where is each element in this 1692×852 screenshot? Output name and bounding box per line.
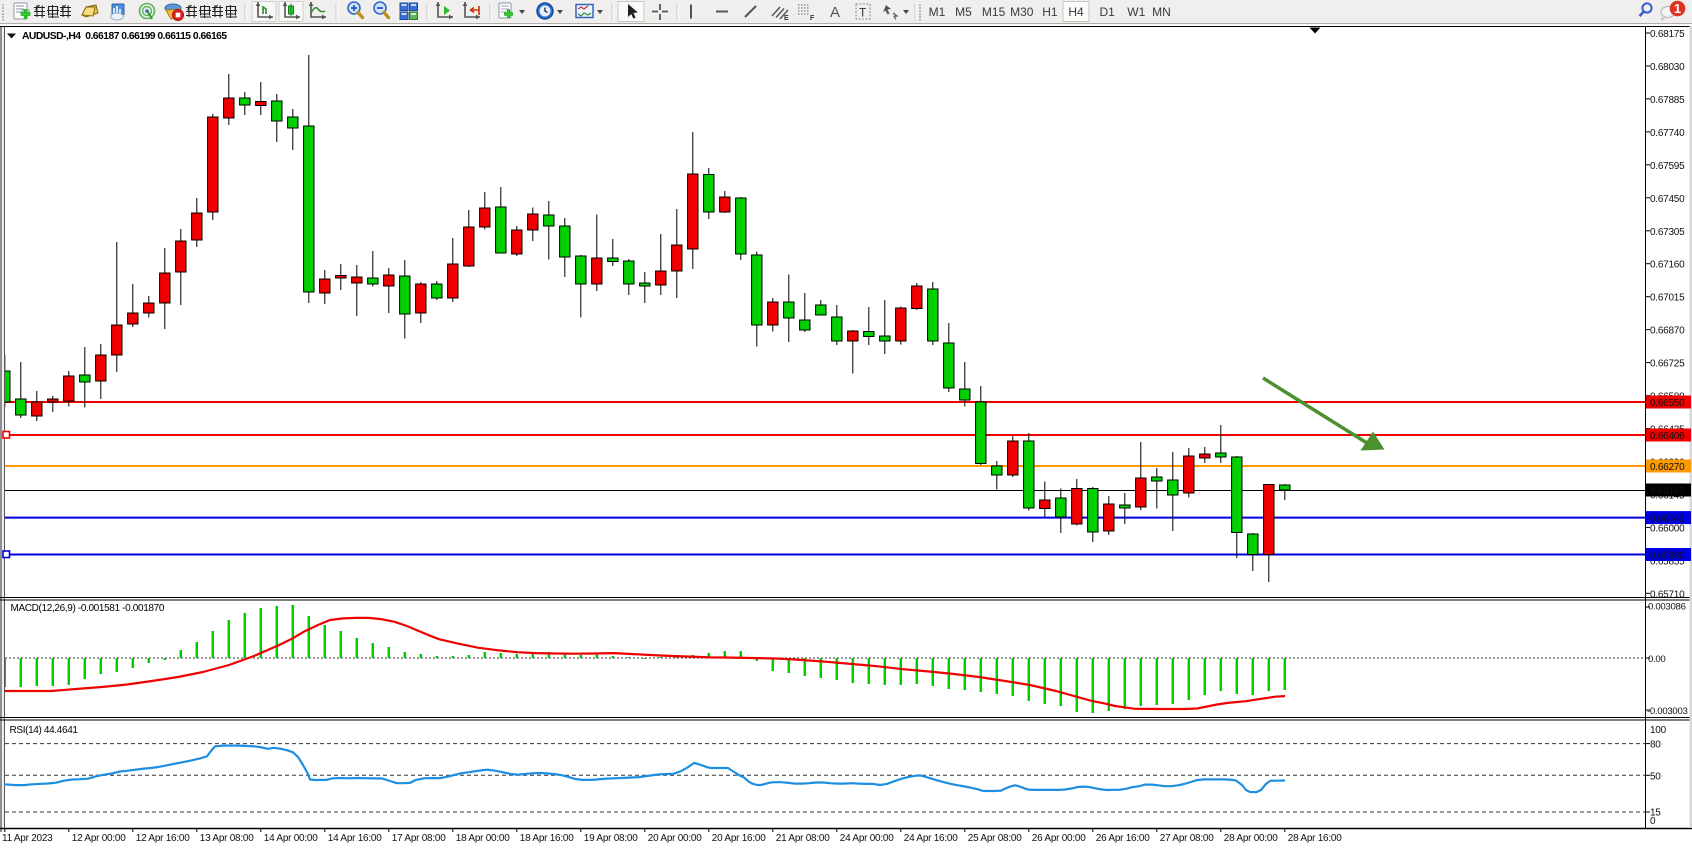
svg-text:26 Apr 16:00: 26 Apr 16:00 xyxy=(1096,833,1150,844)
svg-text:0.66725: 0.66725 xyxy=(1650,359,1685,370)
svg-text:M30: M30 xyxy=(1010,5,1034,19)
svg-text:12 Apr 16:00: 12 Apr 16:00 xyxy=(136,833,190,844)
svg-text:28 Apr 00:00: 28 Apr 00:00 xyxy=(1224,833,1278,844)
svg-text:0.68030: 0.68030 xyxy=(1650,62,1685,73)
svg-text:0.66406: 0.66406 xyxy=(1650,431,1685,442)
svg-text:17 Apr 08:00: 17 Apr 08:00 xyxy=(392,833,446,844)
svg-text:0.66550: 0.66550 xyxy=(1650,398,1685,409)
svg-text:0.68175: 0.68175 xyxy=(1650,29,1685,40)
svg-text:15: 15 xyxy=(1650,808,1661,819)
svg-text:13 Apr 08:00: 13 Apr 08:00 xyxy=(200,833,254,844)
svg-text:W1: W1 xyxy=(1127,5,1145,19)
svg-text:0.66870: 0.66870 xyxy=(1650,326,1685,337)
svg-text:14 Apr 00:00: 14 Apr 00:00 xyxy=(264,833,318,844)
svg-text:21 Apr 08:00: 21 Apr 08:00 xyxy=(776,833,830,844)
svg-text:0.66000: 0.66000 xyxy=(1650,523,1685,534)
svg-text:20 Apr 00:00: 20 Apr 00:00 xyxy=(648,833,702,844)
svg-text:0.67595: 0.67595 xyxy=(1650,161,1685,172)
svg-text:0.67305: 0.67305 xyxy=(1650,227,1685,238)
svg-text:0: 0 xyxy=(1650,816,1656,827)
svg-text:0.67160: 0.67160 xyxy=(1650,260,1685,271)
svg-text:0.66165: 0.66165 xyxy=(1650,486,1685,497)
svg-text:80: 80 xyxy=(1650,740,1661,751)
svg-text:0.003086: 0.003086 xyxy=(1648,602,1686,613)
svg-text:24 Apr 00:00: 24 Apr 00:00 xyxy=(840,833,894,844)
svg-text:0.00: 0.00 xyxy=(1648,654,1665,665)
svg-text:0.66270: 0.66270 xyxy=(1650,462,1685,473)
svg-text:E: E xyxy=(784,15,789,22)
svg-text:MACD(12,26,9) -0.001581 -0.001: MACD(12,26,9) -0.001581 -0.001870 xyxy=(11,603,165,614)
svg-text:H1: H1 xyxy=(1042,5,1058,19)
svg-text:-0.003003: -0.003003 xyxy=(1647,706,1688,717)
svg-text:50: 50 xyxy=(1650,771,1661,782)
svg-text:14 Apr 16:00: 14 Apr 16:00 xyxy=(328,833,382,844)
svg-text:D1: D1 xyxy=(1100,5,1116,19)
svg-text:MN: MN xyxy=(1152,5,1171,19)
svg-text:28 Apr 16:00: 28 Apr 16:00 xyxy=(1288,833,1342,844)
svg-text:0.67450: 0.67450 xyxy=(1650,194,1685,205)
svg-text:A: A xyxy=(830,4,840,21)
svg-text:RSI(14) 44.4641: RSI(14) 44.4641 xyxy=(10,725,79,736)
svg-text:M1: M1 xyxy=(929,5,946,19)
svg-text:0.65880: 0.65880 xyxy=(1650,551,1685,562)
svg-text:0.67740: 0.67740 xyxy=(1650,128,1685,139)
svg-text:20 Apr 16:00: 20 Apr 16:00 xyxy=(712,833,766,844)
svg-text:T: T xyxy=(859,6,867,20)
svg-text:18 Apr 16:00: 18 Apr 16:00 xyxy=(520,833,574,844)
svg-text:0.65710: 0.65710 xyxy=(1650,589,1685,600)
svg-text:0.65855: 0.65855 xyxy=(1650,556,1685,567)
svg-text:F: F xyxy=(810,15,815,22)
svg-text:19 Apr 08:00: 19 Apr 08:00 xyxy=(584,833,638,844)
svg-text:100: 100 xyxy=(1650,725,1667,736)
svg-text:0.67885: 0.67885 xyxy=(1650,95,1685,106)
svg-text:AUDUSD-,H4 0.66187 0.66199 0.: AUDUSD-,H4 0.66187 0.66199 0.66115 0.661… xyxy=(22,31,227,42)
svg-text:M5: M5 xyxy=(955,5,972,19)
svg-text:26 Apr 00:00: 26 Apr 00:00 xyxy=(1032,833,1086,844)
svg-text:M15: M15 xyxy=(982,5,1006,19)
svg-text:18 Apr 00:00: 18 Apr 00:00 xyxy=(456,833,510,844)
svg-text:12 Apr 00:00: 12 Apr 00:00 xyxy=(72,833,126,844)
svg-text:25 Apr 08:00: 25 Apr 08:00 xyxy=(968,833,1022,844)
svg-text:0.66042: 0.66042 xyxy=(1650,514,1685,525)
svg-text:H4: H4 xyxy=(1068,5,1084,19)
svg-text:27 Apr 08:00: 27 Apr 08:00 xyxy=(1160,833,1214,844)
svg-text:11 Apr 2023: 11 Apr 2023 xyxy=(2,833,53,844)
svg-text:24 Apr 16:00: 24 Apr 16:00 xyxy=(904,833,958,844)
svg-text:1: 1 xyxy=(1674,1,1681,16)
svg-text:0.67015: 0.67015 xyxy=(1650,293,1685,304)
